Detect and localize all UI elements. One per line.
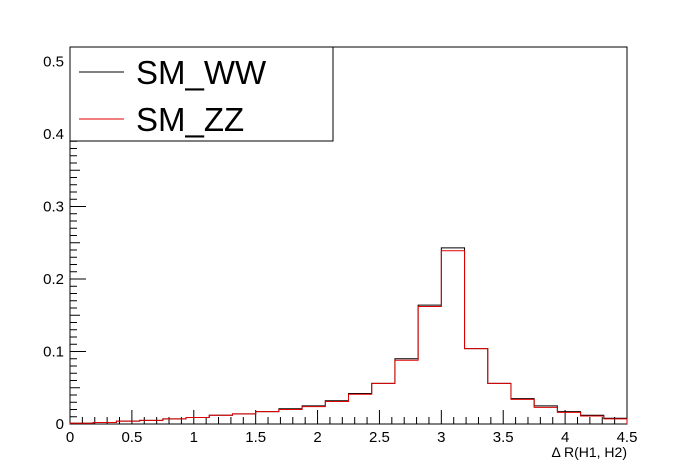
x-tick-label: 0 bbox=[66, 429, 74, 446]
series-sm-zz bbox=[69, 250, 628, 424]
x-axis-ticks: 0 0.5 1 1.5 2 2.5 3 3.5 4 4.5 bbox=[66, 410, 638, 446]
y-tick-label: 0.4 bbox=[43, 126, 64, 143]
legend-label: SM_ZZ bbox=[136, 101, 244, 138]
y-tick-label: 0 bbox=[56, 416, 64, 433]
x-tick-label: 3.5 bbox=[493, 429, 514, 446]
x-tick-label: 2.5 bbox=[369, 429, 390, 446]
y-tick-label: 0.1 bbox=[43, 344, 64, 361]
y-tick-label: 0.5 bbox=[43, 54, 64, 71]
x-axis-title: Δ R(H1, H2) bbox=[552, 444, 627, 460]
legend-label: SM_WW bbox=[136, 54, 267, 91]
x-tick-label: 4 bbox=[561, 429, 569, 446]
y-axis-ticks: 0 0.1 0.2 0.3 0.4 0.5 bbox=[43, 54, 86, 433]
x-tick-label: 1.5 bbox=[245, 429, 266, 446]
x-tick-label: 3 bbox=[437, 429, 445, 446]
x-tick-label: 0.5 bbox=[121, 429, 142, 446]
legend-box bbox=[69, 46, 334, 142]
series-layer bbox=[69, 247, 628, 424]
histogram-line bbox=[69, 250, 628, 424]
legend: SM_WW SM_ZZ bbox=[69, 46, 334, 142]
y-tick-label: 0.2 bbox=[43, 271, 64, 288]
y-tick-label: 0.3 bbox=[43, 199, 64, 216]
x-tick-label: 2 bbox=[313, 429, 321, 446]
x-tick-label: 4.5 bbox=[617, 429, 638, 446]
x-tick-label: 1 bbox=[190, 429, 198, 446]
